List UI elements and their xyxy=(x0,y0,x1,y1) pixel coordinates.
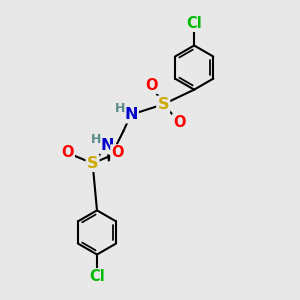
Text: O: O xyxy=(111,146,124,160)
Text: O: O xyxy=(173,115,186,130)
Text: O: O xyxy=(61,146,74,160)
Text: Cl: Cl xyxy=(89,269,105,284)
Text: N: N xyxy=(124,107,138,122)
Text: S: S xyxy=(87,156,98,171)
Text: S: S xyxy=(158,97,169,112)
Text: Cl: Cl xyxy=(186,16,202,31)
Text: H: H xyxy=(115,102,125,115)
Text: N: N xyxy=(100,138,114,153)
Text: O: O xyxy=(145,78,158,93)
Text: H: H xyxy=(91,133,101,146)
